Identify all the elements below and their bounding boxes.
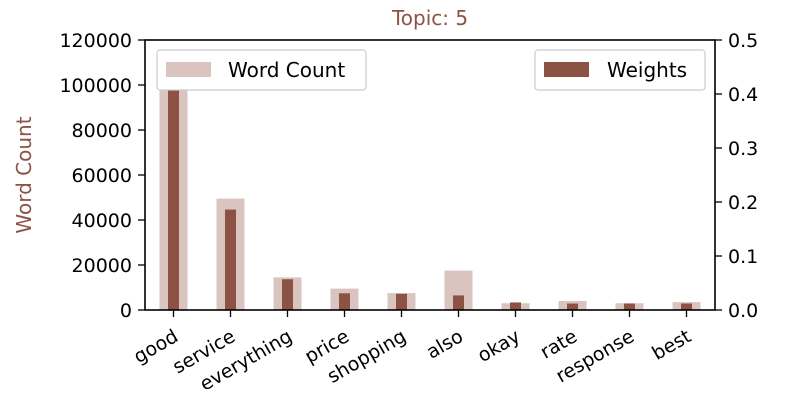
legend-label-word-count: Word Count bbox=[228, 58, 345, 82]
legend-weights[interactable]: Weights bbox=[534, 49, 706, 91]
y2-tick-label: 0.5 bbox=[728, 30, 758, 52]
bar-weight-price bbox=[339, 293, 350, 310]
y-tick-label: 80000 bbox=[72, 120, 132, 142]
y2-tick-label: 0.4 bbox=[728, 84, 758, 106]
legend-swatch-word-count bbox=[166, 62, 211, 77]
x-tick-label-best: best bbox=[648, 325, 695, 365]
legend-label-weights: Weights bbox=[607, 58, 687, 82]
bar-weight-service bbox=[225, 209, 236, 310]
y2-tick-label: 0.2 bbox=[728, 192, 758, 214]
bar-weight-response bbox=[624, 303, 635, 310]
bar-weight-best bbox=[681, 303, 692, 310]
bar-weight-shopping bbox=[396, 293, 407, 310]
y-axis-label: Word Count bbox=[12, 116, 36, 233]
bar-weight-also bbox=[453, 295, 464, 310]
bar-weight-okay bbox=[510, 302, 521, 310]
x-tick-label-also: also bbox=[423, 325, 467, 363]
x-tick-label-okay: okay bbox=[474, 325, 524, 367]
legend-box bbox=[534, 49, 706, 91]
y-tick-label: 60000 bbox=[72, 165, 132, 187]
y2-tick-label: 0.0 bbox=[728, 300, 758, 322]
bar-weight-everything bbox=[282, 279, 293, 310]
legend-word-count[interactable]: Word Count bbox=[156, 49, 367, 91]
y-tick-label: 20000 bbox=[72, 255, 132, 277]
y-tick-label: 120000 bbox=[59, 30, 132, 52]
y-tick-label: 40000 bbox=[72, 210, 132, 232]
legend-box bbox=[156, 49, 367, 91]
y2-tick-label: 0.3 bbox=[728, 138, 758, 160]
bars-layer bbox=[159, 76, 701, 311]
y-tick-label: 100000 bbox=[59, 75, 132, 97]
y-tick-label: 0 bbox=[120, 300, 132, 322]
legend-swatch-weights bbox=[544, 62, 589, 77]
chart-title: Topic: 5 bbox=[391, 6, 468, 30]
y2-tick-label: 0.1 bbox=[728, 246, 758, 268]
bar-weight-good bbox=[168, 87, 179, 311]
bar-weight-rate bbox=[567, 303, 578, 310]
